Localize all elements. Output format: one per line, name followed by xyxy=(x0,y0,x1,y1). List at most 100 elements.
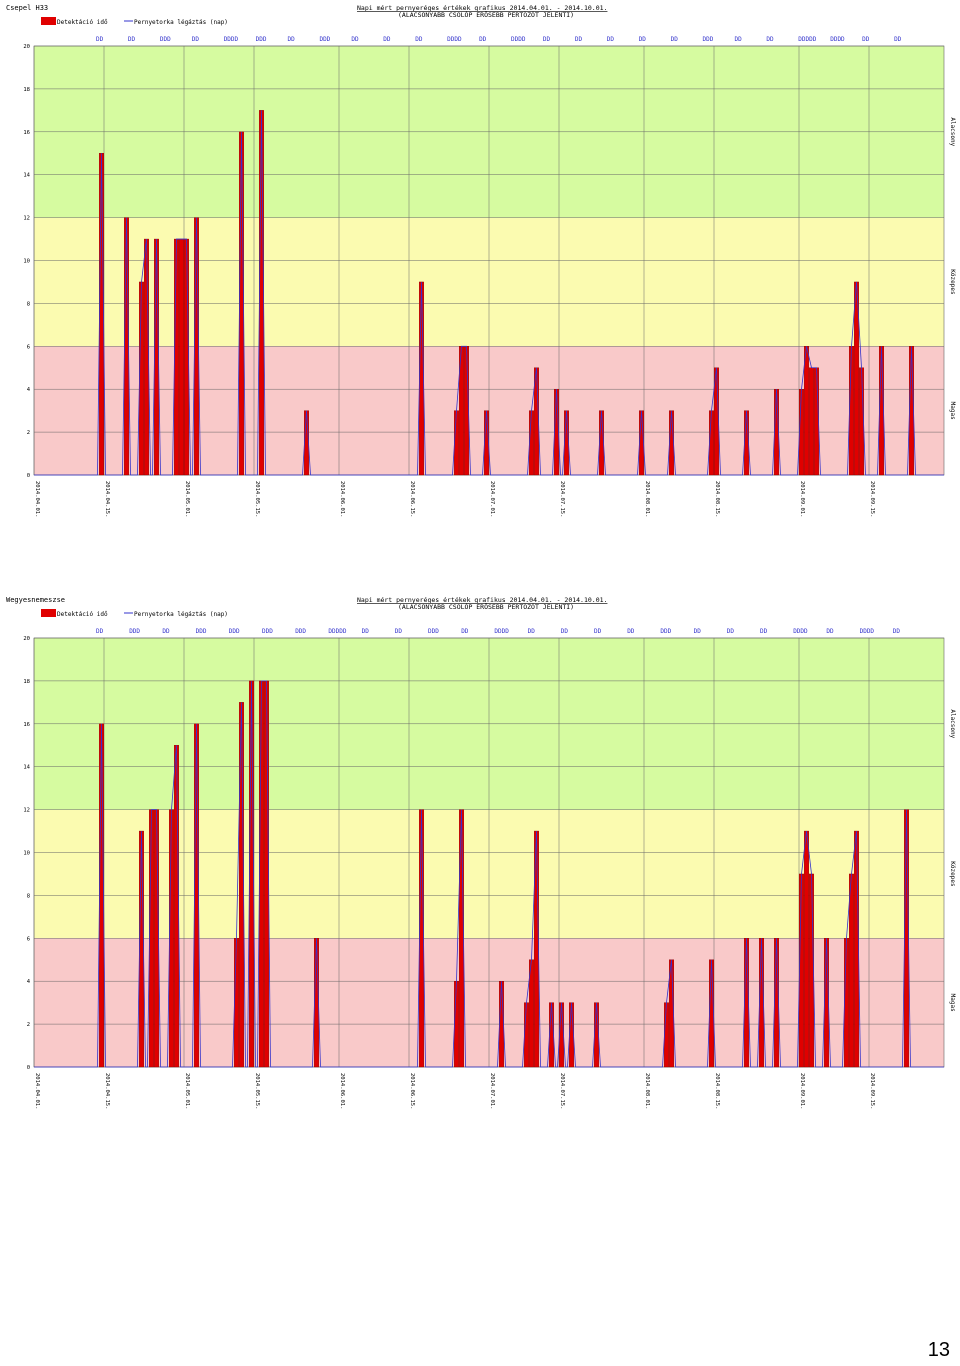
plot-frame xyxy=(33,45,945,476)
top-marker: DD xyxy=(894,36,902,43)
bar xyxy=(774,938,779,1068)
x-tick-label: 2014.05.01. xyxy=(184,1073,190,1109)
bar xyxy=(569,1002,574,1068)
top-marker: DD xyxy=(395,628,403,635)
top-marker: DDD xyxy=(160,36,171,43)
x-tick-label: 2014.07.15. xyxy=(559,1073,565,1109)
top-marker: DDD xyxy=(262,628,273,635)
bar xyxy=(639,410,644,476)
bar xyxy=(799,873,804,1068)
bar xyxy=(179,238,184,476)
bar xyxy=(809,873,814,1068)
top-marker: DDD xyxy=(196,628,207,635)
bar xyxy=(154,238,159,476)
x-tick-label: 2014.08.01. xyxy=(644,481,650,517)
bar xyxy=(594,1002,599,1068)
bar xyxy=(804,830,809,1068)
bar xyxy=(459,809,464,1068)
bar xyxy=(559,1002,564,1068)
y-tick-label: 18 xyxy=(23,87,30,93)
bar xyxy=(599,410,604,476)
bar xyxy=(824,938,829,1068)
bar xyxy=(524,1002,529,1068)
y-tick-label: 8 xyxy=(27,301,30,307)
bar xyxy=(99,723,104,1068)
bar xyxy=(859,367,864,476)
chart-title: Napi mért pernyeréges értékek grafikus 2… xyxy=(357,4,607,12)
y-tick-label: 0 xyxy=(27,1065,30,1071)
bar xyxy=(904,809,909,1068)
y-tick-label: 10 xyxy=(23,259,30,265)
legend-line-label: Pernyetorka légáztás (nap) xyxy=(134,611,228,618)
y-tick-label: 0 xyxy=(27,473,30,479)
bar xyxy=(849,346,854,476)
x-tick-label: 2014.04.01. xyxy=(34,1073,40,1109)
bar xyxy=(184,238,189,476)
bar xyxy=(154,809,159,1068)
top-marker: DDDD xyxy=(224,36,239,43)
x-tick-label: 2014.09.01. xyxy=(799,1073,805,1109)
top-marker: DD xyxy=(561,628,569,635)
bar xyxy=(239,131,244,476)
bar xyxy=(499,981,504,1068)
bar xyxy=(484,410,489,476)
bar xyxy=(554,389,559,476)
top-marker: DDD xyxy=(703,36,714,43)
top-marker: DDD xyxy=(256,36,267,43)
y-tick-label: 18 xyxy=(23,679,30,685)
bar xyxy=(169,809,174,1068)
top-marker: DD xyxy=(734,36,742,43)
legend-bar-swatch xyxy=(41,609,56,617)
x-tick-label: 2014.06.01. xyxy=(339,481,345,517)
bar xyxy=(909,346,914,476)
x-tick-label: 2014.07.01. xyxy=(489,481,495,517)
bar xyxy=(194,723,199,1068)
top-marker: DDD xyxy=(229,628,240,635)
top-marker: DDDD xyxy=(860,628,875,635)
top-marker: DD xyxy=(627,628,635,635)
top-marker: DD xyxy=(528,628,536,635)
top-marker: DD xyxy=(351,36,359,43)
bar xyxy=(419,281,424,476)
bar xyxy=(139,281,144,476)
page-number: 13 xyxy=(927,1339,950,1361)
x-tick-label: 2014.05.01. xyxy=(184,481,190,517)
y-tick-label: 12 xyxy=(23,216,30,222)
bar xyxy=(454,981,459,1068)
x-tick-label: 2014.09.15. xyxy=(869,481,875,517)
y-tick-label: 4 xyxy=(27,387,31,393)
chart-station-2: Wegyesnemeszse Napi mért pernyeréges érté… xyxy=(6,596,956,1109)
top-marker: DD xyxy=(479,36,487,43)
top-marker: DD xyxy=(893,628,901,635)
top-marker: DD xyxy=(288,36,296,43)
y-tick-label: 20 xyxy=(23,636,30,642)
zone-label: Közepes xyxy=(949,861,956,887)
top-marker: DD xyxy=(826,628,834,635)
y-tick-label: 20 xyxy=(23,44,30,50)
station-label: Csepel H33 xyxy=(6,4,48,12)
bar xyxy=(174,238,179,476)
top-marker: DD xyxy=(639,36,647,43)
bar xyxy=(259,110,264,476)
y-tick-label: 6 xyxy=(27,344,30,350)
x-tick-label: 2014.05.15. xyxy=(254,1073,260,1109)
top-marker: DD xyxy=(461,628,469,635)
top-marker: DD xyxy=(694,628,702,635)
bar xyxy=(854,830,859,1068)
zone-label: Magas xyxy=(949,994,956,1012)
top-marker: DDDD xyxy=(494,628,509,635)
bar xyxy=(759,938,764,1068)
station-label: Wegyesnemeszse xyxy=(6,596,65,604)
top-marker: DDD xyxy=(319,36,330,43)
bar xyxy=(669,410,674,476)
bar xyxy=(144,238,149,476)
bar xyxy=(194,217,199,476)
legend-bar-label: Detektáció idő xyxy=(57,611,108,618)
x-tick-label: 2014.07.15. xyxy=(559,481,565,517)
zone-label: Alacsony xyxy=(949,709,956,738)
y-tick-label: 2 xyxy=(27,1022,30,1028)
zone-label: Alacsony xyxy=(949,117,956,146)
y-tick-label: 6 xyxy=(27,936,30,942)
top-marker: DD xyxy=(862,36,870,43)
bar xyxy=(264,680,269,1068)
